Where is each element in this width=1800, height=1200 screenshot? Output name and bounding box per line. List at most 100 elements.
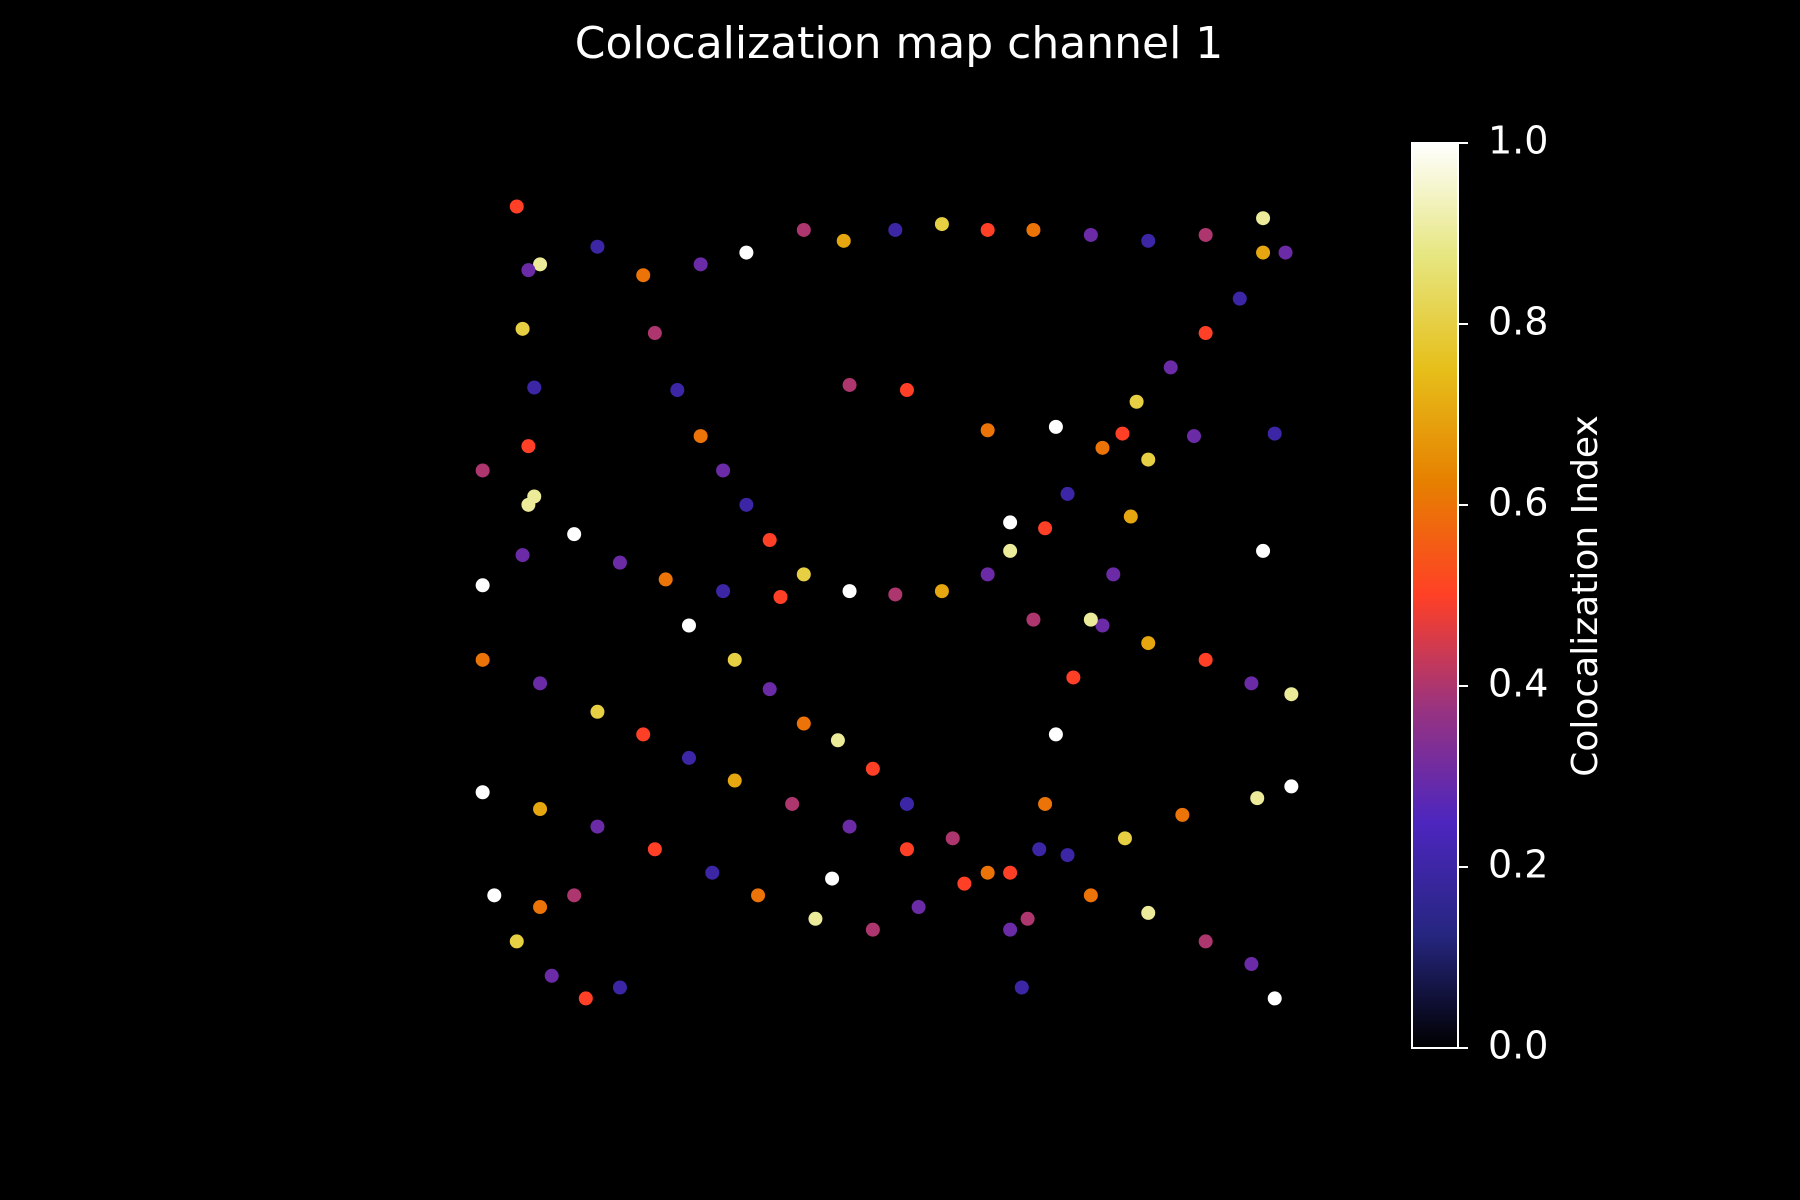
- point: [1267, 426, 1282, 441]
- point: [1198, 934, 1213, 949]
- point: [533, 900, 548, 915]
- colorbar-tick-label: 1.0: [1488, 119, 1548, 163]
- point: [842, 819, 857, 834]
- point: [1095, 440, 1110, 455]
- point: [796, 716, 811, 731]
- point: [980, 865, 995, 880]
- point: [636, 268, 651, 283]
- point: [865, 922, 880, 937]
- point: [808, 911, 823, 926]
- point: [1256, 543, 1271, 558]
- point: [899, 383, 914, 398]
- point: [796, 222, 811, 237]
- point: [1141, 905, 1156, 920]
- point: [509, 199, 524, 214]
- point: [1014, 980, 1029, 995]
- point: [980, 222, 995, 237]
- point: [716, 584, 731, 599]
- point: [1175, 807, 1190, 822]
- point: [567, 888, 582, 903]
- point: [1048, 727, 1063, 742]
- point: [842, 377, 857, 392]
- point: [1278, 245, 1293, 260]
- point: [762, 533, 777, 548]
- point: [515, 548, 530, 563]
- point: [888, 587, 903, 602]
- point: [739, 497, 754, 512]
- point: [716, 463, 731, 478]
- point: [1038, 521, 1053, 536]
- point: [1106, 567, 1121, 582]
- point: [475, 463, 490, 478]
- point: [533, 257, 548, 272]
- point: [1066, 670, 1081, 685]
- colorbar-tick-label: 0.4: [1488, 662, 1548, 706]
- point: [527, 380, 542, 395]
- point: [1115, 426, 1130, 441]
- colorbar-label: Colocalization Index: [1565, 415, 1606, 777]
- point: [1032, 842, 1047, 857]
- point: [1003, 543, 1018, 558]
- point: [612, 555, 627, 570]
- point: [578, 991, 593, 1006]
- point: [670, 383, 685, 398]
- point: [980, 423, 995, 438]
- point: [727, 652, 742, 667]
- point: [521, 263, 536, 278]
- colorbar-tick-label: 0.0: [1488, 1024, 1548, 1068]
- point: [980, 567, 995, 582]
- point: [1284, 687, 1299, 702]
- point: [899, 796, 914, 811]
- colorbar-tick-label: 0.2: [1488, 843, 1548, 887]
- point: [487, 888, 502, 903]
- point: [693, 429, 708, 444]
- point: [533, 802, 548, 817]
- point: [647, 842, 662, 857]
- point: [590, 704, 605, 719]
- point: [1198, 227, 1213, 242]
- point: [727, 773, 742, 788]
- point: [842, 584, 857, 599]
- point: [1141, 233, 1156, 248]
- point: [521, 439, 536, 454]
- point: [1060, 848, 1075, 863]
- point: [612, 980, 627, 995]
- point: [693, 257, 708, 272]
- point: [1123, 509, 1138, 524]
- point: [1095, 618, 1110, 633]
- point: [1060, 486, 1075, 501]
- point: [475, 652, 490, 667]
- point: [1117, 831, 1132, 846]
- point: [751, 888, 766, 903]
- point: [1198, 652, 1213, 667]
- point: [647, 326, 662, 341]
- colorbar-tick-label: 0.8: [1488, 300, 1548, 344]
- point: [475, 578, 490, 593]
- point: [911, 900, 926, 915]
- point: [515, 321, 530, 336]
- point: [658, 572, 673, 587]
- point: [1244, 957, 1259, 972]
- point: [1256, 245, 1271, 260]
- point: [934, 584, 949, 599]
- colorbar-tick-label: 0.6: [1488, 481, 1548, 525]
- point: [825, 871, 840, 886]
- point: [1163, 360, 1178, 375]
- point: [533, 676, 548, 691]
- point: [1083, 888, 1098, 903]
- point: [785, 796, 800, 811]
- point: [773, 590, 788, 604]
- point: [1256, 211, 1271, 226]
- point: [1244, 676, 1259, 691]
- point: [590, 239, 605, 254]
- point: [1083, 227, 1098, 242]
- point: [1026, 612, 1041, 627]
- point: [705, 865, 720, 880]
- point: [1198, 326, 1213, 341]
- point: [1250, 791, 1265, 806]
- point: [796, 567, 811, 582]
- point: [1083, 612, 1098, 627]
- point: [1026, 222, 1041, 237]
